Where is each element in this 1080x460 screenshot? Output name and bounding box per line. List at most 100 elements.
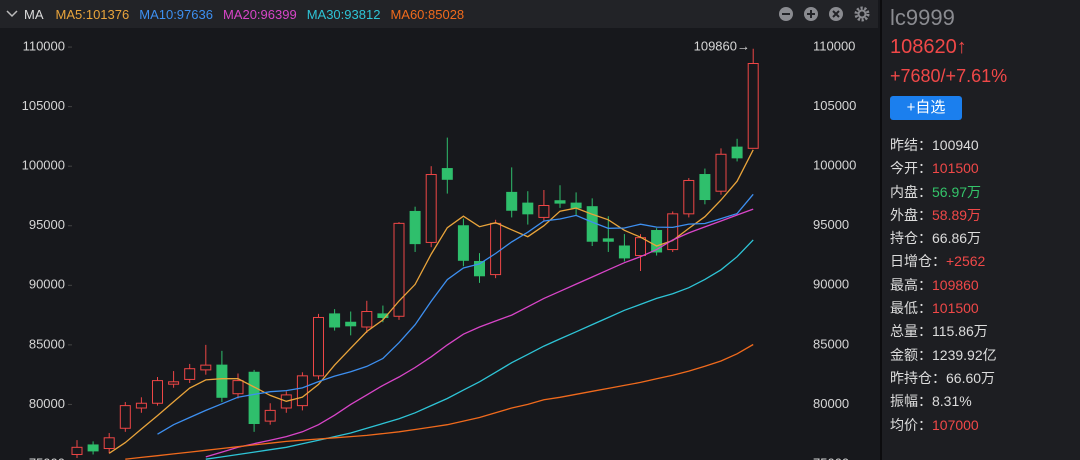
candle-body [345,321,357,327]
stat-value: 66.86万 [932,230,982,247]
candle-body [264,409,276,422]
y-tick-label-right: 100000 [813,158,856,173]
candle-body [457,225,469,261]
stat-label: 总量： [890,323,932,340]
y-tick-label-right: 85000 [813,336,849,351]
candle-body [87,444,99,452]
stat-row: 昨持仓：66.60万 [890,367,997,390]
stat-row: 内盘：56.97万 [890,181,997,204]
candle-body [184,368,196,380]
y-tick-label-left: 85000 [29,336,65,351]
stat-row: 均价：107000 [890,414,997,437]
stat-value: 115.86万 [932,323,988,340]
stat-value: 1239.92亿 [932,346,997,363]
y-tick-label-right: 90000 [813,277,849,292]
settings-button[interactable] [854,6,870,22]
y-tick-label-left: 110000 [23,38,65,53]
legend-entry: MA60:85028 [390,6,465,22]
ma-line [108,149,754,454]
stat-label: 金额： [890,346,932,363]
candle-body [296,375,308,407]
plot-background [0,0,878,460]
chart-panel: 75000 75000 80000 80000 85000 85000 90000 90000… [0,0,878,460]
stat-value: +2562 [946,253,986,270]
y-tick-label-right: 80000 [813,396,849,411]
candle-body [135,402,147,409]
candle-body [200,364,212,371]
candle-body [119,405,131,429]
high-annotation: 109860→ [694,38,750,53]
stat-label: 昨持仓： [890,369,946,386]
stat-label: 内盘： [890,183,932,200]
zoom-in-button[interactable] [804,7,818,21]
candle-body [490,222,502,276]
legend-entry: MA20:96399 [222,6,297,22]
stat-value: 58.89万 [932,206,982,223]
legend-entry: MA10:97636 [139,6,213,22]
stat-value: 101500 [932,300,979,317]
y-tick-label-left: 100000 [22,158,65,173]
toolbar-icons [779,6,870,22]
zoom-out-button[interactable] [779,7,793,21]
candle-body [152,380,163,404]
y-tick-label-left: 90000 [29,277,65,292]
candle-body [216,364,228,398]
candle-body [554,200,566,204]
stat-row: 外盘：58.89万 [890,204,997,227]
candle-body [747,62,759,149]
candle-body [683,179,695,215]
candle-body [602,238,614,242]
candle-body [474,260,485,277]
y-tick-label-right: 95000 [813,217,849,232]
stat-label: 振幅： [890,393,932,410]
candle-body [71,446,83,455]
ma-line [125,343,754,460]
candle-body [103,437,115,450]
dropdown-icon[interactable] [2,0,22,28]
y-tick-label-right: 105000 [813,98,856,113]
candle-body [313,316,324,377]
candle-body [538,204,550,218]
candle-body [715,153,727,192]
stat-label: 持仓： [890,230,932,247]
chart: 75000 75000 80000 80000 85000 85000 90000 90000… [0,0,878,460]
legend-entry: MA30:93812 [306,6,381,22]
candle-body [232,380,244,395]
stat-value: 107000 [932,416,979,433]
close-button[interactable] [829,7,843,21]
quote-panel: lc9999 108620↑ +7680/+7.61% +自选 昨结：10094… [880,0,1080,460]
stat-label: 最高： [890,276,932,293]
stat-label: 昨结： [890,137,932,153]
stat-row: 昨结：100940 [890,134,997,157]
stat-row: 总量：115.86万 [890,320,997,343]
candle-body [168,381,180,385]
price-change: +7680/+7.61% [890,66,1008,86]
candle-body [329,313,341,328]
symbol: lc9999 [890,5,955,30]
stat-row: 振幅：8.31% [890,390,997,413]
stat-value: 8.31% [932,393,972,410]
add-watchlist-button[interactable]: +自选 [890,96,962,120]
stat-label: 最低： [890,300,932,317]
legend-entry: MA5:101376 [55,6,130,22]
indicator-bar: MA MA5:101376 MA10:97636 MA20:96399 MA30:93… [0,0,878,28]
quote-stats: 昨结：100940 今开：101500 内盘：56.97万 外盘：58.89万 持仓：6… [890,134,997,437]
candle-body [377,313,389,318]
candle-body [570,202,582,209]
legend: MA MA5:101376 MA10:97636 MA20:96399 MA30:93… [24,0,474,28]
stat-label: 日增仓： [890,253,946,270]
y-tick-label-left: 95000 [29,217,65,232]
candle-body [635,237,646,257]
candle-body [731,146,743,159]
stat-row: 金额：1239.92亿 [890,344,997,367]
stat-row: 今开：101500 [890,157,997,180]
candle-body [506,191,518,211]
candle-body [441,168,453,180]
stat-label: 今开： [890,160,932,177]
stat-value: 56.97万 [932,183,982,200]
candle-body [699,174,711,201]
y-tick-label-right: 75000 [813,455,849,460]
stat-value: 100940 [932,137,979,153]
y-tick-label-left: 75000 [29,455,65,460]
ma-line [157,193,754,435]
